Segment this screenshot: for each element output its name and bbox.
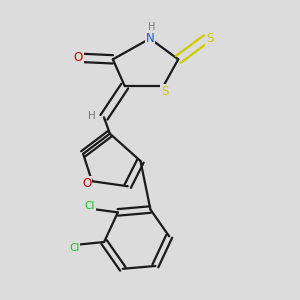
Text: H: H <box>88 111 95 121</box>
Text: S: S <box>206 32 213 45</box>
Text: Cl: Cl <box>69 243 80 253</box>
Text: O: O <box>82 177 91 190</box>
Text: O: O <box>74 51 83 64</box>
Text: N: N <box>146 32 154 45</box>
Text: H: H <box>148 22 155 32</box>
Text: Cl: Cl <box>84 201 95 211</box>
Text: S: S <box>161 85 169 98</box>
